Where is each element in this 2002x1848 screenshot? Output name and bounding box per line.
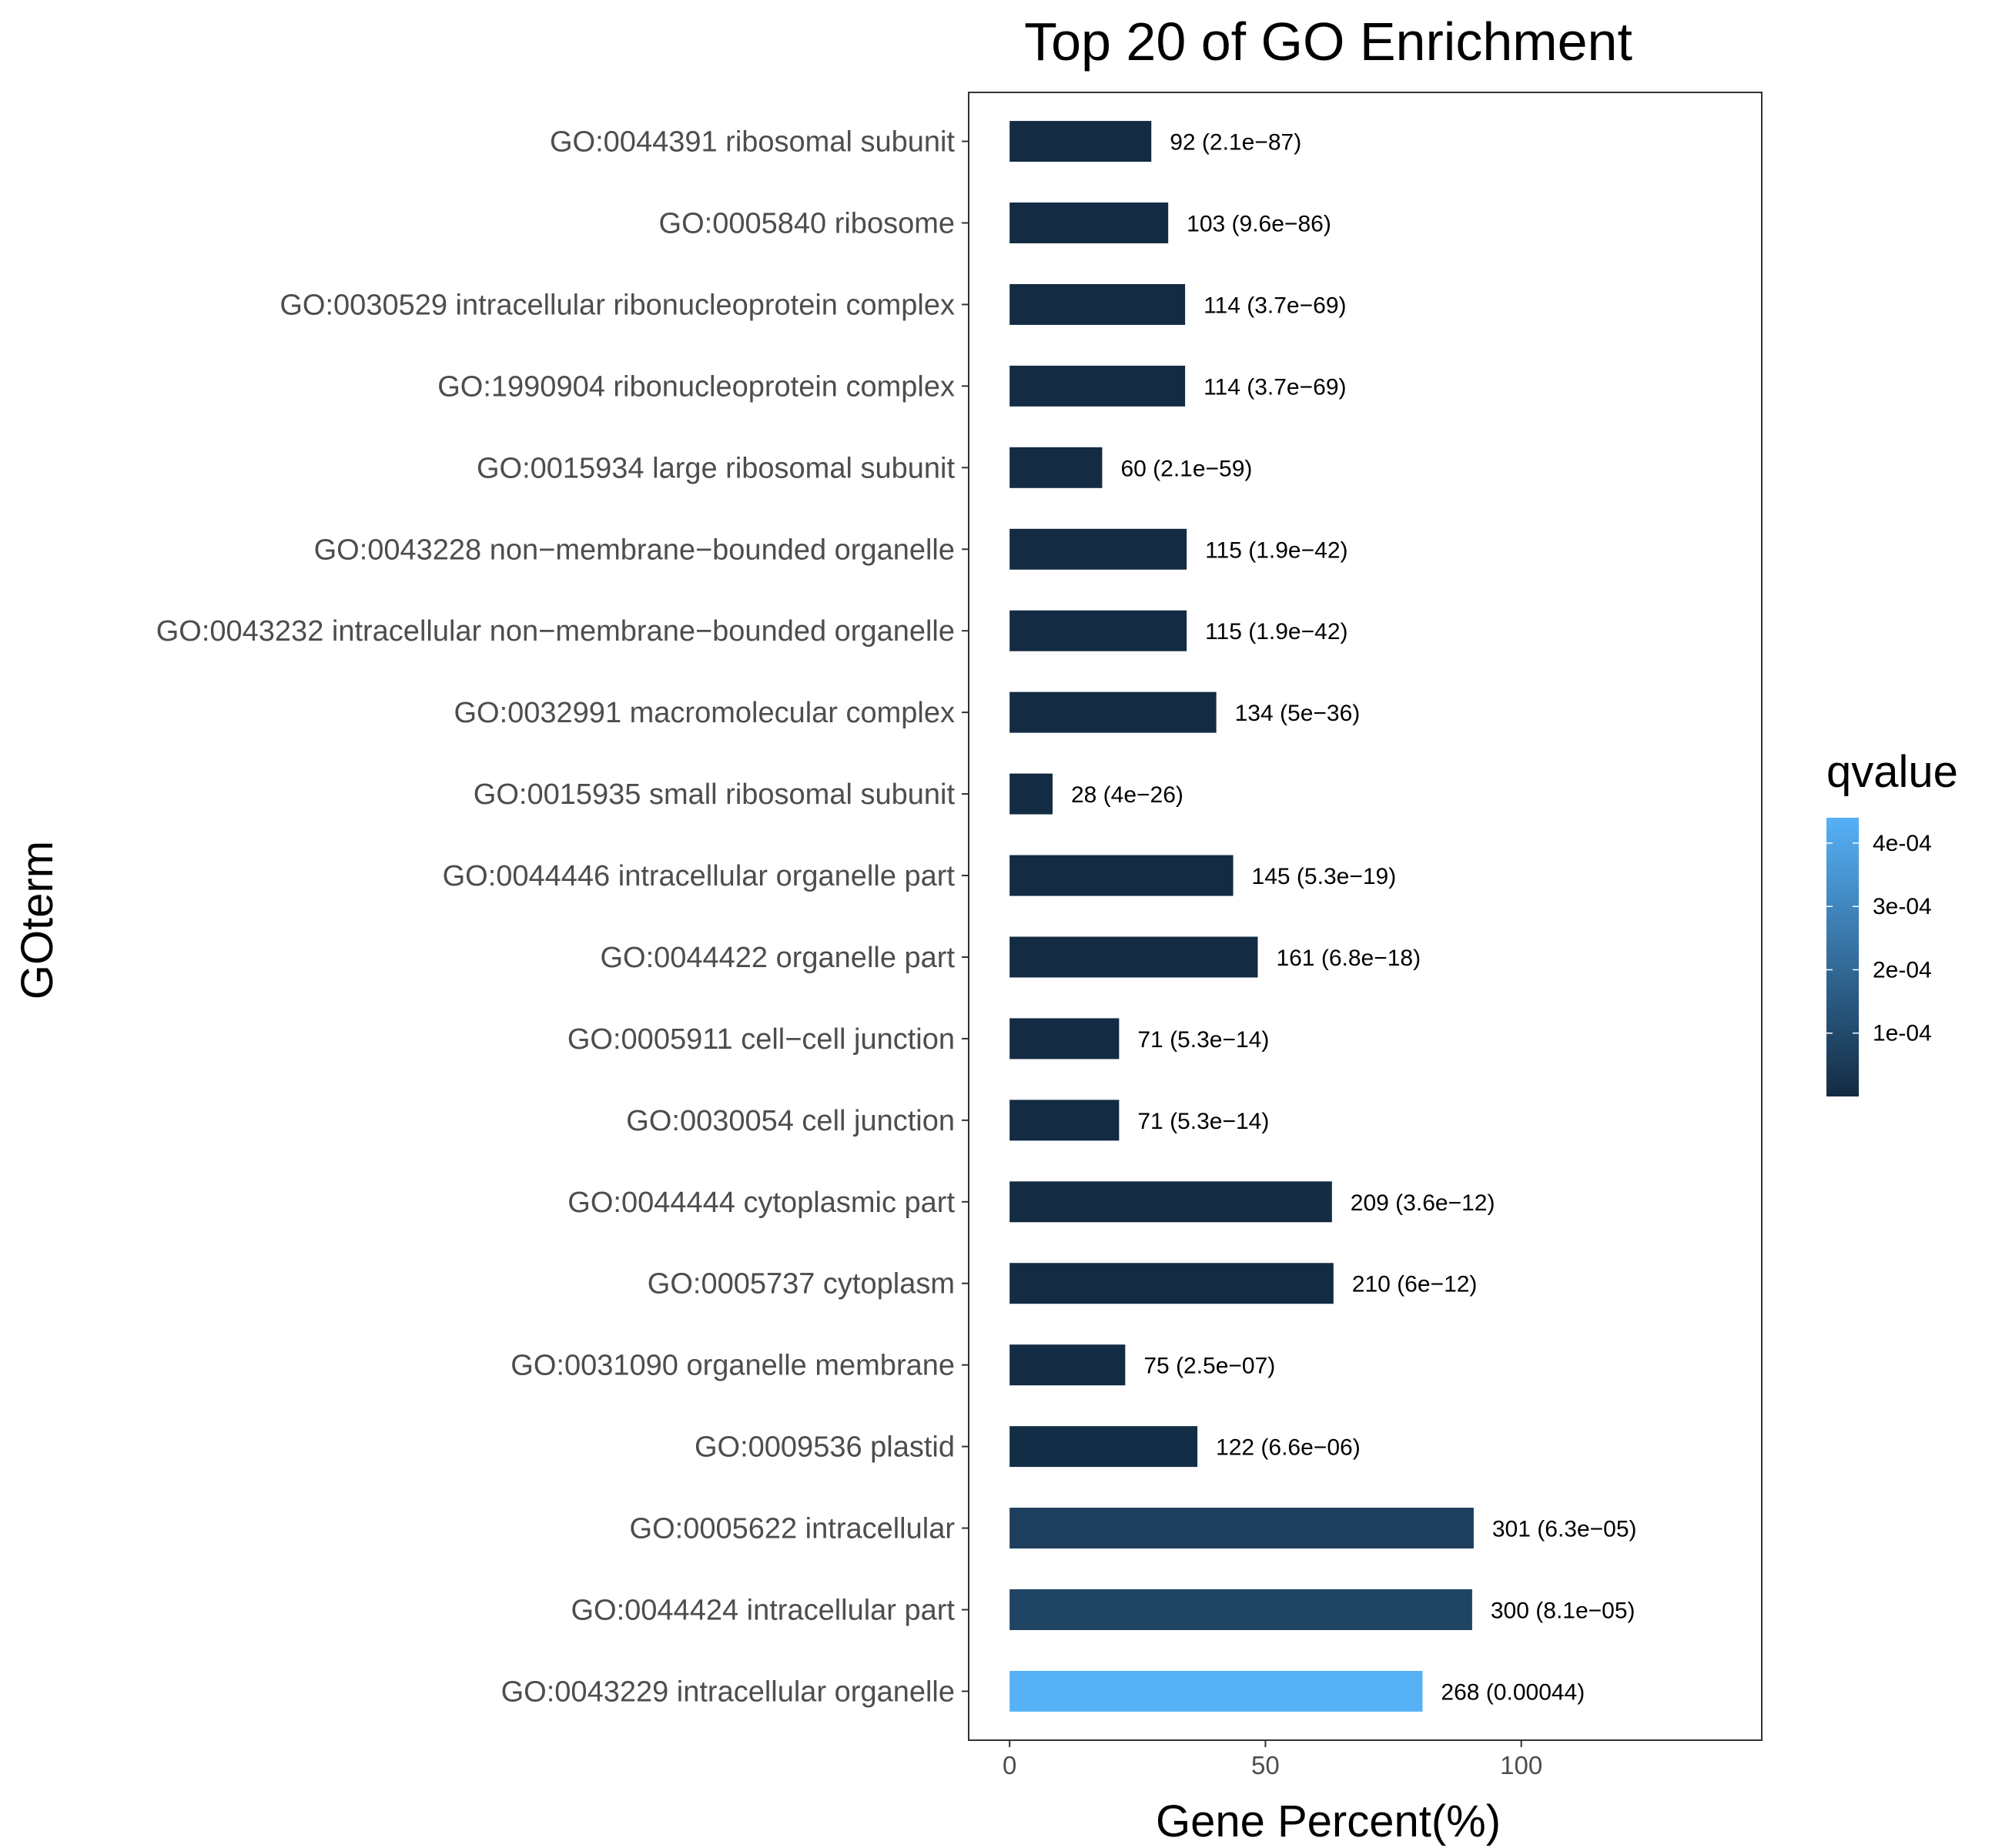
y-tick-label: GO:0030054 cell junction	[626, 1105, 955, 1137]
bar-value-label: 300 (8.1e−05)	[1491, 1598, 1635, 1623]
y-tick-label: GO:0044424 intracellular part	[571, 1594, 955, 1626]
y-tick-label: GO:0005911 cell−cell junction	[567, 1023, 955, 1056]
bar	[1009, 283, 1186, 325]
bar-value-label: 28 (4e−26)	[1071, 782, 1183, 808]
bar	[1009, 1100, 1120, 1141]
y-tick-label: GO:0043229 intracellular organelle	[501, 1676, 955, 1708]
chart-title: Top 20 of GO Enrichment	[1024, 12, 1632, 72]
colorbar-tick-label: 3e-04	[1873, 894, 1932, 919]
x-tick-label: 0	[1003, 1751, 1016, 1779]
x-axis-title: Gene Percent(%)	[1156, 1796, 1501, 1846]
y-tick-label: GO:0015935 small ribosomal subunit	[474, 778, 956, 811]
y-tick-label: GO:0043228 non−membrane−bounded organell…	[314, 534, 955, 566]
bar-value-label: 115 (1.9e−42)	[1205, 537, 1348, 563]
bar	[1009, 773, 1053, 815]
bar	[1009, 1344, 1126, 1386]
bar-value-label: 60 (2.1e−59)	[1120, 456, 1252, 481]
y-tick-label: GO:0044446 intracellular organelle part	[443, 860, 956, 892]
bar-value-label: 145 (5.3e−19)	[1252, 864, 1397, 889]
bar	[1009, 121, 1152, 162]
bar-value-label: 115 (1.9e−42)	[1205, 619, 1348, 644]
bar	[1009, 1670, 1423, 1712]
plot-panel	[968, 92, 1763, 1741]
colorbar-tick-label: 4e-04	[1873, 831, 1932, 856]
bar	[1009, 855, 1234, 896]
colorbar-tick-label: 2e-04	[1873, 957, 1932, 983]
bar	[1009, 1508, 1474, 1549]
y-tick-label: GO:0044391 ribosomal subunit	[550, 126, 955, 159]
bar-value-label: 301 (6.3e−05)	[1492, 1517, 1637, 1542]
y-tick-label: GO:1990904 ribonucleoprotein complex	[437, 370, 955, 403]
y-tick-label: GO:0005840 ribosome	[659, 208, 955, 240]
y-tick-label: GO:0044422 organelle part	[600, 942, 955, 974]
bar-value-label: 103 (9.6e−86)	[1187, 212, 1331, 237]
bar	[1009, 447, 1103, 488]
bar-value-label: 210 (6e−12)	[1352, 1272, 1478, 1297]
legend: qvalue 1e-04 2e-04 3e-04 4e-04	[1826, 747, 1958, 1096]
bar-value-label: 114 (3.7e−69)	[1204, 374, 1346, 400]
y-tick-label: GO:0009536 plastid	[695, 1431, 955, 1464]
bars-layer: 92 (2.1e−87) 103 (9.6e−86) 114 (3.7e−69) 11…	[1009, 121, 1637, 1712]
y-tick-label: GO:0005622 intracellular	[630, 1513, 956, 1545]
bar-value-label: 268 (0.00044)	[1441, 1679, 1585, 1705]
bar	[1009, 365, 1186, 407]
colorbar-ticks: 1e-04 2e-04 3e-04 4e-04	[1826, 831, 1932, 1046]
bar	[1009, 1263, 1334, 1304]
x-tick-label: 100	[1500, 1751, 1542, 1779]
y-tick-label: GO:0030529 intracellular ribonucleoprote…	[280, 289, 955, 321]
legend-title: qvalue	[1826, 747, 1958, 797]
y-tick-label: GO:0005737 cytoplasm	[648, 1268, 955, 1301]
bar-value-label: 161 (6.8e−18)	[1276, 946, 1421, 971]
bar	[1009, 1181, 1332, 1223]
bar-value-label: 75 (2.5e−07)	[1143, 1354, 1275, 1379]
colorbar	[1826, 818, 1859, 1096]
bar-value-label: 71 (5.3e−14)	[1137, 1109, 1269, 1134]
bar-value-label: 134 (5e−36)	[1235, 701, 1361, 726]
y-axis-labels: GO:0044391 ribosomal subunit GO:0005840 r…	[156, 126, 969, 1708]
y-axis-title: GOterm	[12, 841, 62, 999]
y-tick-label: GO:0031090 organelle membrane	[511, 1350, 955, 1382]
bar	[1009, 203, 1169, 243]
y-tick-label: GO:0032991 macromolecular complex	[454, 697, 955, 729]
y-tick-label: GO:0043232 intracellular non−membrane−bo…	[156, 615, 955, 648]
bar	[1009, 936, 1258, 978]
colorbar-tick-label: 1e-04	[1873, 1021, 1932, 1046]
y-tick-label: GO:0015934 large ribosomal subunit	[477, 452, 955, 484]
y-tick-label: GO:0044444 cytoplasmic part	[567, 1187, 955, 1219]
bar-value-label: 71 (5.3e−14)	[1137, 1027, 1269, 1053]
x-tick-label: 50	[1251, 1751, 1280, 1779]
bar	[1009, 691, 1217, 733]
bar	[1009, 528, 1187, 570]
bar	[1009, 1426, 1198, 1468]
bar-value-label: 209 (3.6e−12)	[1351, 1190, 1495, 1216]
bar-value-label: 122 (6.6e−06)	[1216, 1435, 1361, 1461]
x-axis: 0 50 100	[1003, 1740, 1542, 1779]
bar	[1009, 1018, 1120, 1060]
bar	[1009, 610, 1187, 651]
bar-value-label: 114 (3.7e−69)	[1204, 293, 1346, 318]
bar	[1009, 1589, 1472, 1630]
bar-value-label: 92 (2.1e−87)	[1170, 130, 1301, 156]
